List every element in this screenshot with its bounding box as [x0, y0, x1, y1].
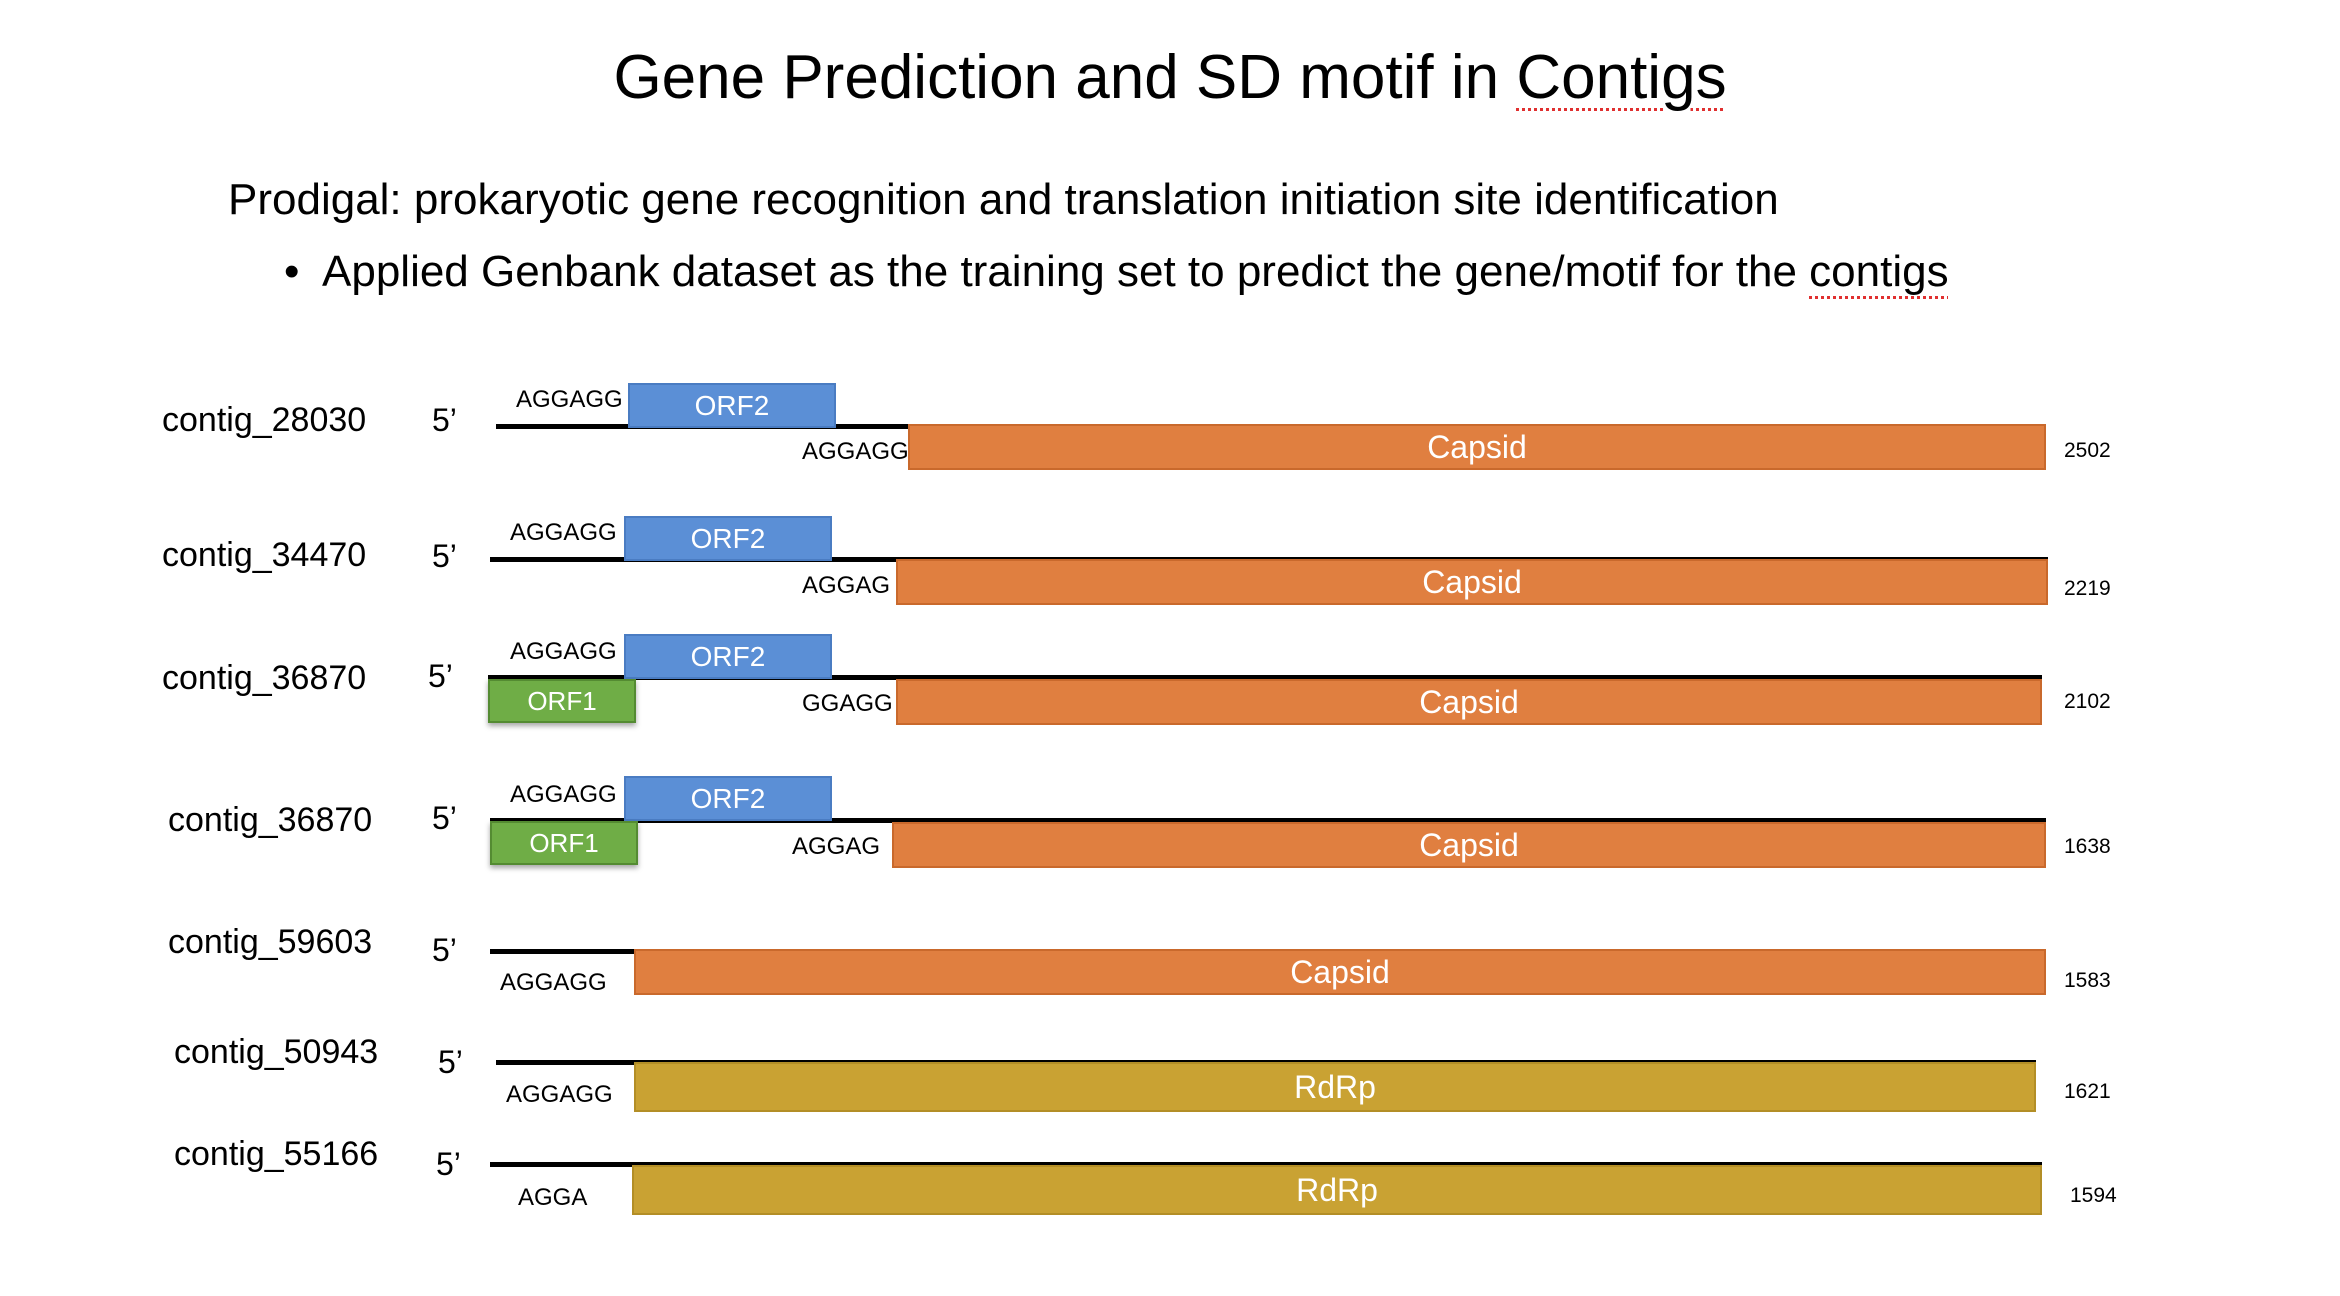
contig-name: contig_28030	[162, 401, 367, 439]
bullet-flagged-word: contigs	[1809, 247, 1949, 296]
contig-name: contig_55166	[174, 1135, 379, 1173]
sequence-line	[488, 675, 2042, 680]
bullet-dot-icon: •	[284, 247, 300, 296]
sd-motif: AGGAGG	[802, 438, 909, 465]
sequence-line	[490, 1162, 2042, 1167]
capsid-gene: Capsid	[896, 559, 2048, 605]
contig-length: 2502	[2064, 439, 2111, 462]
sd-motif: AGGAG	[802, 572, 891, 599]
contig-length: 1621	[2064, 1080, 2111, 1103]
title-text: Gene Prediction and SD motif in	[613, 43, 1517, 112]
five-prime-label: 5’	[436, 1146, 461, 1182]
orf2-gene: ORF2	[624, 776, 832, 821]
contig-length: 1594	[2070, 1184, 2117, 1207]
contig-name: contig_36870	[168, 801, 373, 839]
five-prime-label: 5’	[432, 800, 457, 836]
orf2-gene: ORF2	[624, 634, 832, 679]
orf1-gene: ORF1	[490, 821, 638, 865]
contig-length: 2102	[2064, 690, 2111, 713]
contig-name: contig_36870	[162, 659, 367, 697]
contig-length: 1583	[2064, 969, 2111, 992]
capsid-gene: Capsid	[634, 949, 2046, 995]
five-prime-label: 5’	[432, 402, 457, 438]
contig-length: 1638	[2064, 835, 2111, 858]
sd-motif: AGGA	[518, 1184, 588, 1211]
five-prime-label: 5’	[432, 932, 457, 968]
rdrp-gene: RdRp	[634, 1062, 2036, 1112]
sd-motif: AGGAG	[792, 833, 881, 860]
five-prime-label: 5’	[432, 538, 457, 574]
sd-motif: GGAGG	[802, 690, 893, 717]
sequence-line	[490, 949, 636, 954]
bullet-text: Applied Genbank dataset as the training …	[322, 247, 1810, 296]
subtitle: Prodigal: prokaryotic gene recognition a…	[228, 175, 1779, 224]
orf2-gene: ORF2	[628, 383, 836, 428]
contig-name: contig_34470	[162, 536, 367, 574]
sequence-line	[490, 818, 2046, 823]
rdrp-gene: RdRp	[632, 1165, 2042, 1215]
five-prime-label: 5’	[438, 1044, 463, 1080]
sd-motif: AGGAGG	[510, 519, 617, 546]
orf1-gene: ORF1	[488, 679, 636, 723]
five-prime-label: 5’	[428, 658, 453, 694]
bullet-item: • Applied Genbank dataset as the trainin…	[284, 244, 1949, 300]
page-title: Gene Prediction and SD motif in Contigs	[0, 38, 2340, 118]
title-flagged-word: Contigs	[1516, 43, 1727, 112]
sd-motif: AGGAGG	[510, 781, 617, 808]
contig-name: contig_50943	[174, 1033, 379, 1071]
capsid-gene: Capsid	[896, 679, 2042, 725]
contig-name: contig_59603	[168, 923, 373, 961]
contig-length: 2219	[2064, 577, 2111, 600]
sd-motif: AGGAGG	[500, 969, 607, 996]
sd-motif: AGGAGG	[510, 638, 617, 665]
capsid-gene: Capsid	[892, 822, 2046, 868]
orf2-gene: ORF2	[624, 516, 832, 561]
sd-motif: AGGAGG	[506, 1081, 613, 1108]
sd-motif: AGGAGG	[516, 386, 623, 413]
capsid-gene: Capsid	[908, 424, 2046, 470]
